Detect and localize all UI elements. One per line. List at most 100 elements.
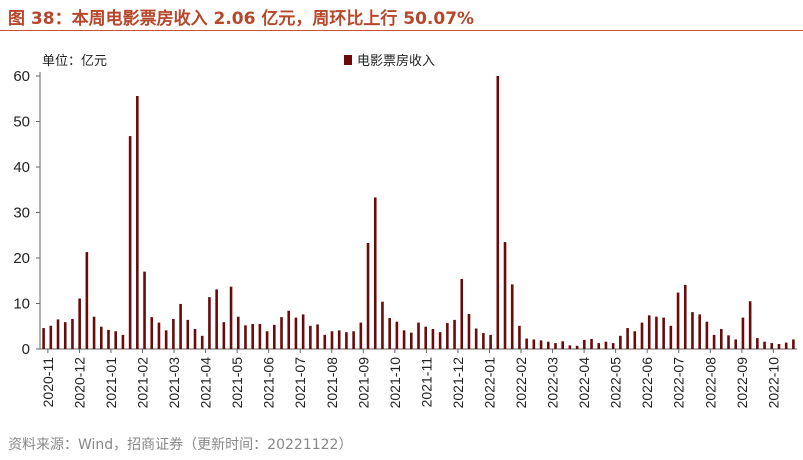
x-tick-label: 2021-02 [135, 357, 151, 409]
bar [691, 312, 694, 349]
bar [287, 310, 291, 349]
bar [49, 325, 53, 349]
x-tick-label: 2022-03 [545, 357, 561, 409]
bar [604, 341, 608, 349]
bar [193, 328, 197, 349]
bar [56, 319, 60, 349]
bar [647, 315, 651, 349]
x-tick-label: 2021-12 [450, 357, 466, 409]
bar [409, 332, 413, 349]
bar [763, 341, 766, 349]
bar [164, 330, 168, 349]
x-tick-label: 2021-04 [198, 357, 214, 409]
bar [337, 330, 341, 349]
bar [388, 318, 391, 349]
bar [417, 322, 420, 349]
bar [157, 322, 161, 349]
bar [720, 328, 723, 349]
y-tick-label: 0 [22, 341, 30, 358]
x-tick-label: 2021-08 [324, 357, 340, 409]
bar [359, 322, 363, 349]
x-tick-label: 2021-09 [355, 357, 371, 409]
chart-bars [42, 76, 795, 350]
bar [265, 331, 269, 349]
bar [402, 330, 406, 349]
title-divider [0, 30, 803, 31]
x-tick-label: 2022-05 [608, 357, 624, 409]
bar-chart: 0 10 20 30 40 50 60 2020-11 2020-12 2021-01 2021-… [13, 68, 797, 409]
bar [590, 338, 593, 349]
bar [546, 341, 550, 349]
bar [489, 334, 492, 349]
bar [309, 325, 312, 349]
bar [186, 319, 190, 349]
bar [114, 331, 117, 349]
bar [99, 326, 103, 349]
x-tick-label: 2022-01 [481, 357, 497, 409]
y-tick-label: 50 [13, 114, 30, 131]
bar [503, 242, 507, 349]
x-tick-label: 2020-12 [71, 357, 87, 409]
bar [518, 325, 521, 349]
bar [676, 292, 680, 349]
y-tick-label: 60 [13, 68, 30, 85]
x-tick-label: 2022-02 [513, 357, 529, 409]
bar [63, 322, 67, 349]
bar [373, 197, 377, 349]
bar [273, 324, 276, 349]
bar [474, 328, 478, 349]
bar [323, 334, 327, 349]
y-tick-label: 30 [13, 205, 30, 222]
bar [236, 316, 240, 349]
chart-legend: 电影票房收入 [344, 50, 435, 69]
bar [121, 334, 125, 349]
bar [525, 338, 528, 349]
x-tick-label: 2021-03 [166, 357, 182, 409]
unit-label: 单位：亿元 [42, 54, 108, 69]
y-tick-label: 20 [13, 250, 30, 267]
bar [792, 339, 795, 349]
bar [712, 334, 716, 349]
bar [229, 286, 233, 349]
bar [172, 318, 175, 349]
bar [431, 328, 435, 349]
x-tick-label: 2022-07 [671, 357, 687, 409]
y-tick-label: 10 [13, 296, 30, 313]
bar [770, 343, 774, 349]
bar [611, 343, 615, 349]
bar [655, 316, 658, 349]
bar [107, 329, 110, 349]
bar [438, 332, 442, 349]
bar [200, 335, 204, 349]
bar [583, 339, 586, 349]
bar [280, 317, 283, 349]
bar [539, 340, 543, 349]
source-note: 资料来源：Wind，招商证券（更新时间：20221122） [8, 437, 353, 453]
bar [71, 318, 74, 349]
bar [561, 341, 564, 349]
bar [669, 325, 673, 349]
y-tick-label: 40 [13, 159, 30, 176]
bar [150, 317, 154, 349]
bar [395, 321, 399, 349]
bar [424, 326, 428, 349]
bar [496, 76, 500, 349]
bar [143, 271, 146, 349]
bar [748, 301, 752, 349]
bar [179, 303, 182, 349]
x-tick-label: 2022-10 [765, 357, 781, 409]
bar [683, 284, 687, 349]
bar [532, 339, 536, 349]
bar [244, 325, 247, 349]
bar [777, 344, 781, 349]
x-tick-label: 2021-07 [292, 357, 308, 409]
bar [705, 321, 709, 349]
legend-swatch [344, 54, 352, 65]
bar [633, 331, 637, 349]
x-tick-label: 2021-10 [387, 357, 403, 409]
bar [741, 317, 745, 349]
bar [597, 343, 601, 349]
bar [568, 345, 572, 349]
bar [136, 96, 139, 350]
bar [446, 323, 449, 349]
